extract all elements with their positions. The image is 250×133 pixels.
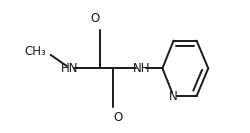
Text: CH₃: CH₃ xyxy=(24,45,46,58)
Text: O: O xyxy=(113,111,122,124)
Text: HN: HN xyxy=(61,62,78,75)
Text: NH: NH xyxy=(132,62,149,75)
Text: O: O xyxy=(90,12,99,25)
Text: N: N xyxy=(168,90,177,103)
